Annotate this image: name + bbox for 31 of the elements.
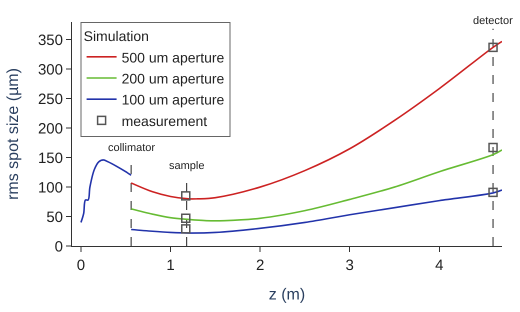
x-tick-label: 0 (76, 257, 86, 274)
point (181, 224, 191, 234)
legend-label: 500 um aperture (122, 49, 225, 66)
ref-line-label: detector (473, 15, 514, 27)
x-tick-label: 4 (435, 257, 444, 274)
y-tick-label: 50 (46, 208, 63, 226)
ref-line-label: sample (169, 160, 204, 172)
x-tick-label: 1 (166, 257, 175, 274)
point (488, 188, 498, 198)
y-tick-label: 150 (38, 150, 63, 167)
y-axis-title: rms spot size (µm) (4, 68, 22, 200)
x-tick-label: 2 (256, 257, 264, 274)
y-tick-label: 0 (54, 238, 63, 256)
y-tick-label: 350 (38, 32, 63, 49)
x-tick-label: 3 (346, 257, 354, 274)
y-tick-label: 100 (38, 179, 63, 196)
line-series (130, 189, 502, 234)
point (488, 142, 498, 152)
ref-line-label: collimator (108, 142, 156, 154)
point (181, 191, 191, 201)
y-tick-label: 250 (38, 90, 63, 108)
y-tick-label: 300 (38, 61, 63, 78)
point (488, 42, 498, 52)
legend-title: Simulation (84, 28, 149, 44)
point (181, 214, 191, 224)
y-tick-label: 200 (38, 120, 63, 138)
legend-label: 200 um aperture (122, 70, 225, 86)
legend-label: 100 um aperture (122, 92, 225, 108)
legend-label: measurement (122, 112, 208, 129)
x-axis-title: z (m) (268, 286, 306, 304)
line-series (80, 159, 132, 224)
